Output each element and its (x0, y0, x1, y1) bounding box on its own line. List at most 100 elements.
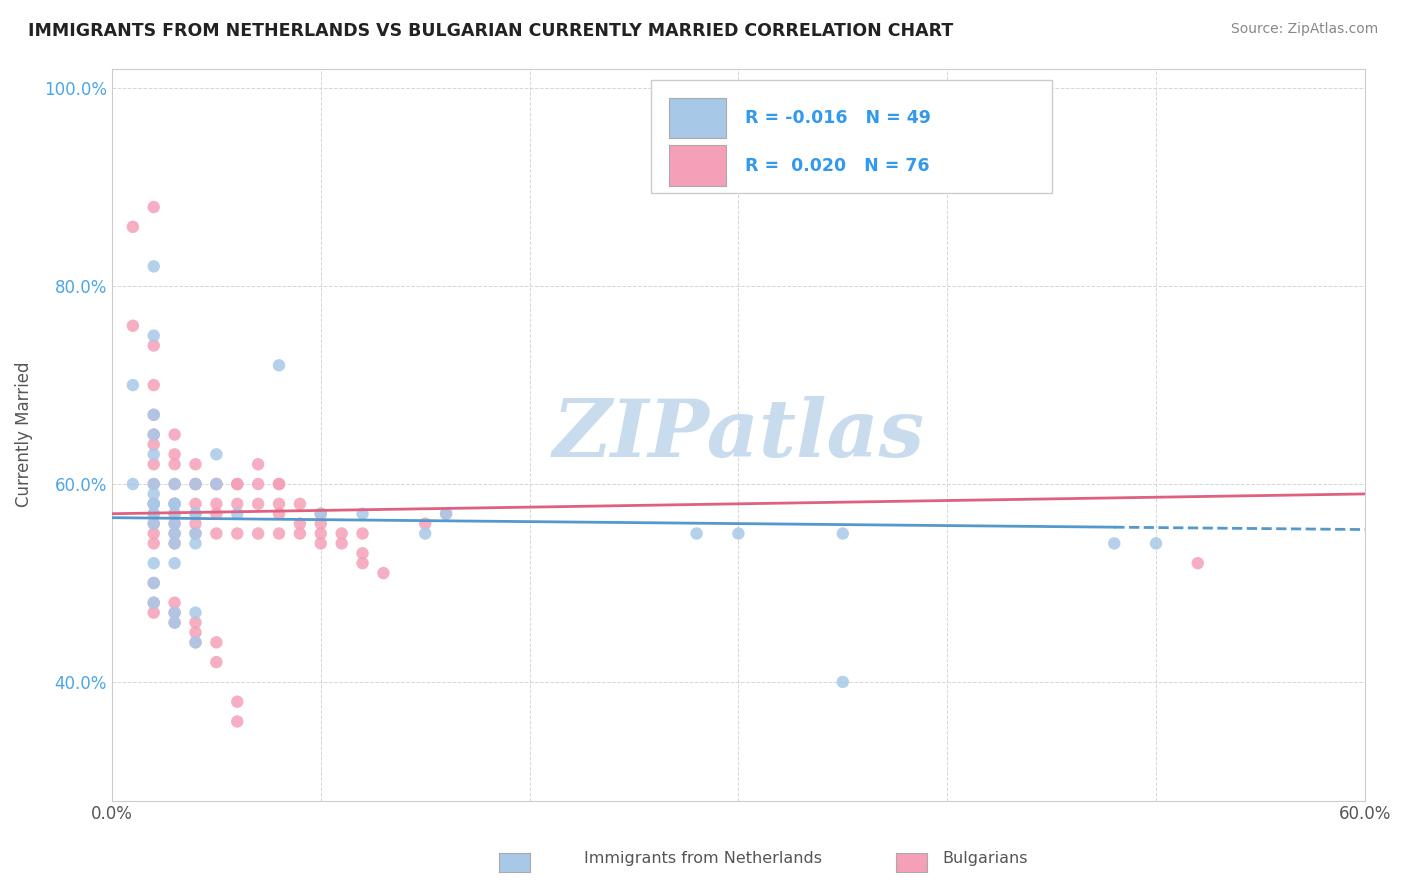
Point (247, 497, 270, 511)
Point (184, 507, 207, 521)
Point (163, 526, 186, 541)
Point (413, 526, 436, 541)
Point (226, 507, 249, 521)
Text: Bulgarians: Bulgarians (942, 851, 1028, 865)
Point (163, 526, 186, 541)
Point (163, 615, 186, 630)
Point (226, 477, 249, 491)
Point (288, 516, 311, 531)
Point (205, 526, 228, 541)
Point (247, 457, 270, 471)
Point (184, 477, 207, 491)
Point (267, 497, 290, 511)
Point (226, 714, 249, 729)
Point (163, 477, 186, 491)
Point (142, 437, 165, 451)
FancyBboxPatch shape (651, 79, 1052, 193)
Point (184, 625, 207, 640)
Point (142, 408, 165, 422)
FancyBboxPatch shape (669, 145, 725, 186)
Point (267, 526, 290, 541)
Point (184, 606, 207, 620)
Point (163, 457, 186, 471)
Point (247, 526, 270, 541)
Text: R = -0.016   N = 49: R = -0.016 N = 49 (745, 109, 931, 127)
Point (142, 497, 165, 511)
Point (142, 427, 165, 442)
Point (163, 427, 186, 442)
FancyBboxPatch shape (669, 98, 725, 138)
Point (184, 526, 207, 541)
Point (267, 477, 290, 491)
Point (226, 526, 249, 541)
Point (184, 635, 207, 649)
Point (1144, 536, 1167, 550)
Point (142, 606, 165, 620)
Point (831, 674, 853, 689)
Point (163, 516, 186, 531)
Point (226, 497, 249, 511)
Point (267, 507, 290, 521)
Point (142, 516, 165, 531)
Point (184, 536, 207, 550)
Point (205, 477, 228, 491)
Point (184, 615, 207, 630)
Point (142, 487, 165, 501)
Point (205, 655, 228, 669)
Text: Source: ZipAtlas.com: Source: ZipAtlas.com (1230, 22, 1378, 37)
Point (184, 457, 207, 471)
Point (163, 497, 186, 511)
Point (142, 408, 165, 422)
Point (205, 507, 228, 521)
Point (1187, 556, 1209, 570)
Point (727, 526, 749, 541)
Point (142, 576, 165, 591)
Point (309, 526, 332, 541)
Point (142, 457, 165, 471)
Text: ZIPatlas: ZIPatlas (553, 396, 925, 474)
Point (288, 526, 311, 541)
Point (142, 200, 165, 214)
Point (309, 507, 332, 521)
Point (309, 507, 332, 521)
Point (163, 536, 186, 550)
Point (163, 556, 186, 570)
Point (121, 219, 143, 234)
Point (121, 378, 143, 392)
Point (142, 536, 165, 550)
Point (142, 596, 165, 610)
Point (434, 507, 457, 521)
Point (205, 447, 228, 461)
Point (309, 536, 332, 550)
Point (142, 497, 165, 511)
Point (184, 497, 207, 511)
Point (1102, 536, 1125, 550)
Y-axis label: Currently Married: Currently Married (15, 362, 32, 508)
Point (163, 507, 186, 521)
Point (205, 477, 228, 491)
Point (121, 477, 143, 491)
Point (121, 318, 143, 333)
Point (142, 497, 165, 511)
Point (163, 536, 186, 550)
Point (247, 477, 270, 491)
Point (142, 260, 165, 274)
Point (288, 497, 311, 511)
Point (184, 526, 207, 541)
Point (330, 536, 353, 550)
Point (352, 507, 374, 521)
Point (163, 497, 186, 511)
Point (142, 477, 165, 491)
Point (142, 556, 165, 570)
Point (163, 516, 186, 531)
Point (163, 606, 186, 620)
Point (831, 526, 853, 541)
Point (142, 427, 165, 442)
Point (267, 477, 290, 491)
Point (142, 507, 165, 521)
Point (163, 507, 186, 521)
Point (309, 516, 332, 531)
Point (163, 596, 186, 610)
Text: IMMIGRANTS FROM NETHERLANDS VS BULGARIAN CURRENTLY MARRIED CORRELATION CHART: IMMIGRANTS FROM NETHERLANDS VS BULGARIAN… (28, 22, 953, 40)
Point (163, 606, 186, 620)
